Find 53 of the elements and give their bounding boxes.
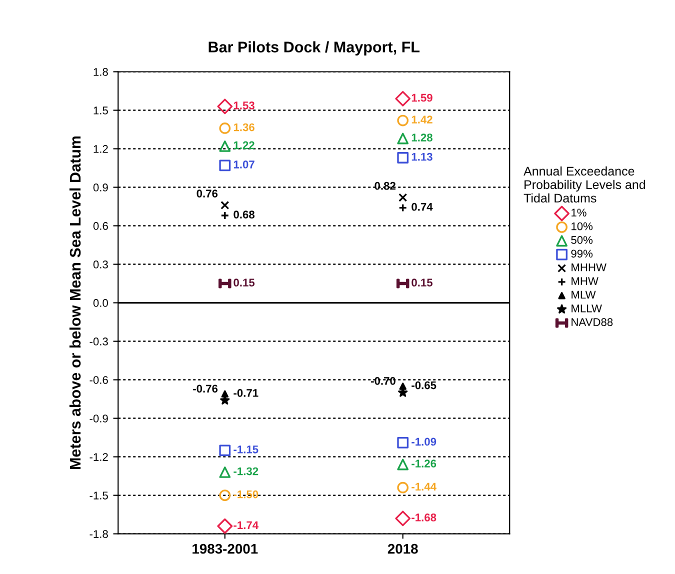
data-label: 0.15 — [234, 278, 255, 287]
data-label: 1.42 — [412, 116, 432, 124]
data-label: -1.50 — [234, 490, 258, 498]
legend-label: 10% — [572, 222, 593, 230]
legend-label: MLW — [572, 290, 596, 299]
y-tick-label: 1.5 — [94, 106, 108, 114]
y-tick-label: 0.6 — [93, 222, 108, 230]
data-label: -1.26 — [412, 460, 436, 468]
legend-label: MHW — [572, 277, 598, 285]
data-label: 0.15 — [412, 278, 432, 287]
data-label: 1.13 — [412, 152, 432, 161]
legend-label: 50% — [571, 236, 593, 244]
legend-label: MHHW — [572, 264, 606, 272]
data-label: 0.76 — [196, 190, 218, 198]
data-label: -0.70 — [371, 377, 396, 385]
data-label: -1.09 — [412, 438, 436, 446]
y-axis-title: Meters above or below Mean Sea Level Datum — [69, 136, 81, 470]
data-label: -0.76 — [193, 384, 218, 393]
data-label: -1.32 — [234, 467, 258, 476]
y-tick-label: 0.3 — [93, 260, 108, 268]
data-label: 1.59 — [412, 94, 432, 102]
y-tick-label: -0.9 — [90, 414, 108, 422]
data-label: -1.15 — [234, 446, 258, 454]
data-label: 1.07 — [234, 160, 254, 168]
y-tick-label: -0.6 — [90, 376, 108, 384]
legend-label: MLLW — [572, 304, 602, 312]
data-label: 0.68 — [234, 210, 255, 218]
y-tick-label: -0.3 — [90, 338, 108, 346]
x-tick-label: 1983-2001 — [192, 544, 258, 554]
legend-label: 1% — [572, 208, 586, 216]
data-label: -0.65 — [412, 381, 436, 390]
y-tick-label: -1.2 — [90, 453, 108, 461]
legend-title: Annual Exceedance Probability Levels and Tidal Datums — [524, 166, 646, 203]
y-tick-label: 0.9 — [93, 184, 108, 192]
y-tick-label: 1.8 — [94, 68, 108, 76]
legend-label: 99% — [571, 250, 593, 258]
legend-label: NAVD88 — [572, 318, 613, 326]
y-tick-label: -1.8 — [90, 530, 108, 538]
data-label: 0.74 — [412, 202, 433, 211]
data-label: -1.68 — [412, 514, 436, 522]
data-label: 1.22 — [234, 141, 254, 150]
data-label: 1.28 — [412, 134, 432, 142]
data-label: 1.53 — [234, 102, 254, 110]
data-label: -1.74 — [234, 521, 258, 529]
y-tick-label: -1.5 — [90, 492, 108, 500]
data-label: 0.82 — [374, 182, 396, 190]
data-label: -1.44 — [412, 482, 436, 490]
y-tick-label: 0.0 — [93, 299, 108, 307]
y-tick-label: 1.2 — [94, 145, 108, 153]
data-label: -0.71 — [234, 389, 258, 397]
data-label: 1.36 — [234, 123, 254, 132]
x-tick-label: 2018 — [388, 544, 418, 554]
chart-title: Bar Pilots Dock / Mayport, FL — [208, 41, 420, 56]
